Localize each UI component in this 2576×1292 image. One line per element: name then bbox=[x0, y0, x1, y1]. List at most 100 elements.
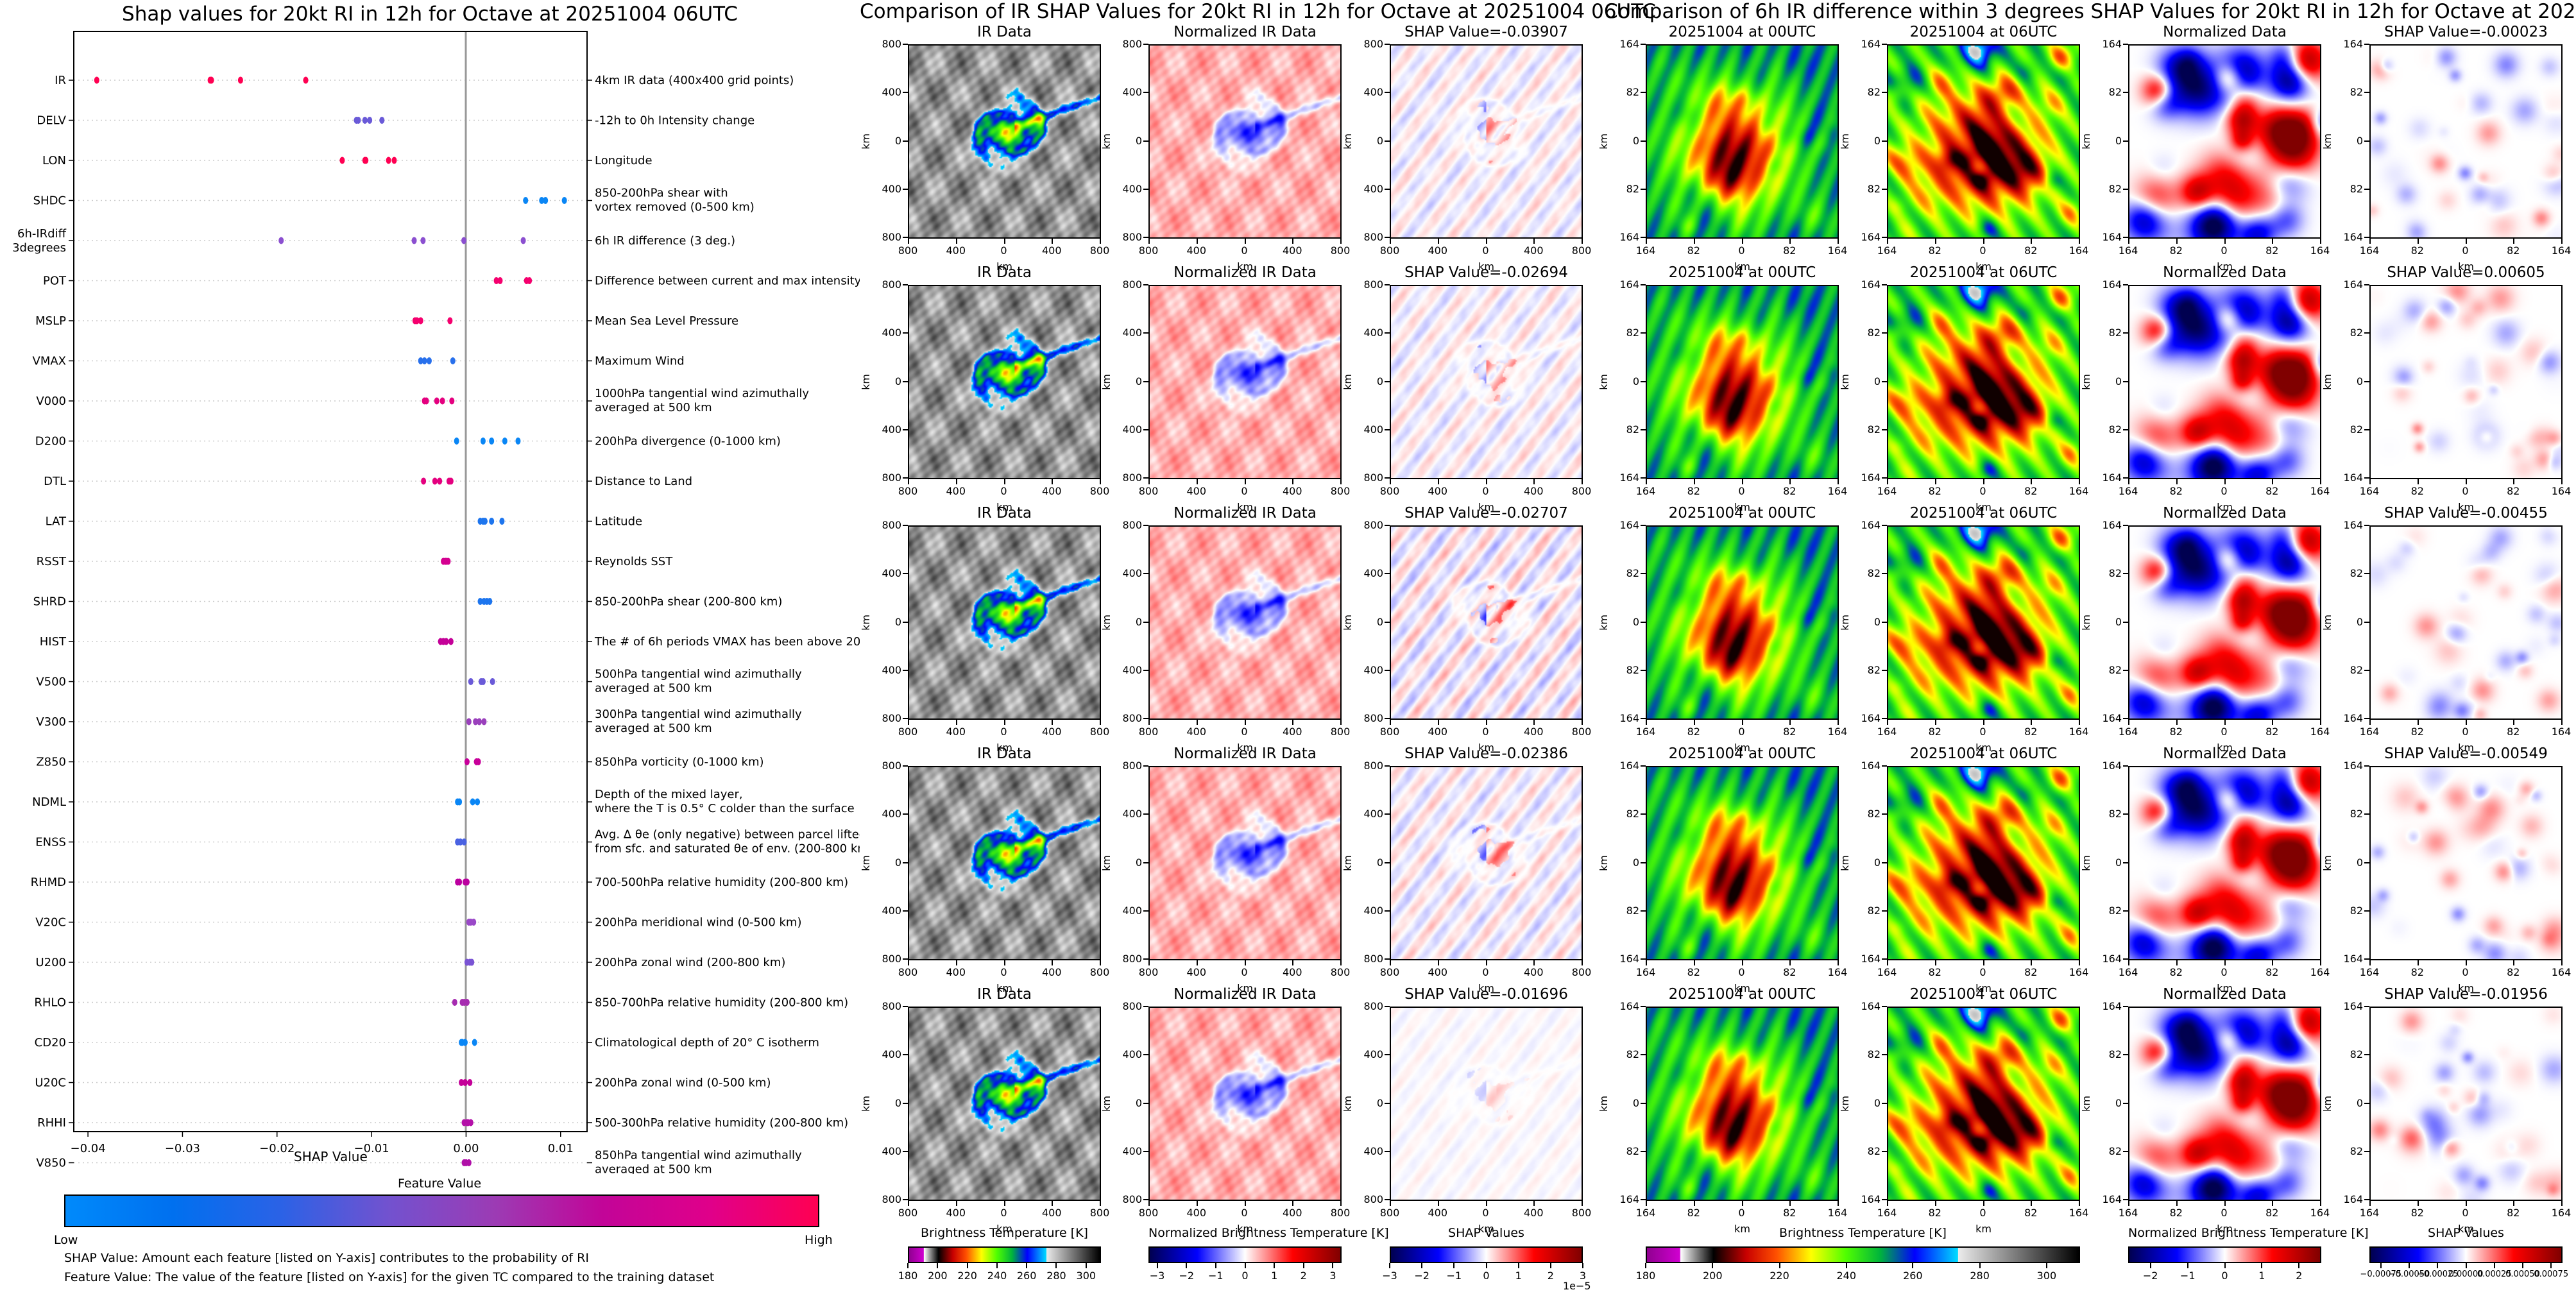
y-tick bbox=[1143, 525, 1148, 526]
colorbar-tick bbox=[1274, 1263, 1275, 1268]
y-tick bbox=[2123, 284, 2128, 285]
x-tick bbox=[955, 239, 957, 244]
y-tick-label: 164 bbox=[1861, 472, 1881, 484]
x-tick-label: 400 bbox=[946, 485, 966, 497]
y-tick bbox=[1641, 1054, 1646, 1056]
y-tick-label: 0 bbox=[1135, 1096, 1142, 1109]
x-tick bbox=[1983, 479, 1984, 484]
y-tick-label: 82 bbox=[1867, 1144, 1881, 1157]
x-tick-label: 164 bbox=[1635, 726, 1656, 738]
y-tick-label: 82 bbox=[2108, 1144, 2122, 1157]
x-tick-label: 0 bbox=[2462, 1207, 2469, 1219]
x-axis-label: km bbox=[996, 1223, 1012, 1235]
x-tick-label: 82 bbox=[2507, 244, 2520, 257]
x-tick-label: 164 bbox=[2551, 966, 2572, 978]
x-tick bbox=[1148, 479, 1150, 484]
x-tick bbox=[1003, 479, 1005, 484]
x-tick bbox=[2224, 1201, 2226, 1206]
x-axis-label: km bbox=[2458, 1223, 2474, 1235]
y-tick-label: 0 bbox=[2115, 134, 2122, 147]
heatmap-image bbox=[1150, 767, 1340, 959]
x-tick-label: 400 bbox=[1428, 726, 1448, 738]
y-tick-label: 164 bbox=[1861, 1193, 1881, 1205]
y-tick-label: 0 bbox=[894, 134, 901, 147]
y-tick bbox=[903, 621, 908, 623]
x-tick bbox=[2128, 239, 2129, 244]
colorbar-tick bbox=[1845, 1263, 1847, 1268]
x-tick bbox=[1838, 479, 1839, 484]
y-tick-label: 0 bbox=[1632, 1096, 1639, 1109]
y-tick-label: 800 bbox=[882, 760, 901, 772]
y-tick bbox=[1143, 765, 1148, 767]
y-tick bbox=[1385, 621, 1390, 623]
y-tick-label: 0 bbox=[1376, 615, 1383, 628]
feature-name-label: U200 bbox=[35, 956, 66, 969]
x-tick-label: 82 bbox=[1783, 1207, 1796, 1219]
shap-point bbox=[454, 438, 459, 445]
shap-point bbox=[426, 357, 432, 364]
y-tick bbox=[903, 332, 908, 334]
heatmap-image bbox=[2371, 46, 2561, 237]
shap-point bbox=[94, 76, 99, 84]
y-tick-label: 0 bbox=[2115, 1096, 2122, 1109]
y-tick bbox=[2364, 525, 2369, 526]
y-tick bbox=[1385, 44, 1390, 45]
x-axis-label: km bbox=[1478, 501, 1494, 513]
colorbar-title: Brightness Temperature [K] bbox=[1779, 1226, 1947, 1240]
heatmap-panel bbox=[1390, 44, 1583, 239]
y-tick-label: 164 bbox=[2102, 712, 2122, 724]
y-tick-label: 800 bbox=[1363, 1193, 1383, 1205]
y-tick bbox=[2123, 429, 2128, 430]
x-axis-label: km bbox=[1734, 982, 1750, 994]
feature-name-label: HIST bbox=[40, 635, 67, 649]
x-tick bbox=[908, 720, 909, 725]
panel-title: Normalized Data bbox=[2163, 505, 2287, 522]
x-tick bbox=[1582, 1201, 1583, 1206]
shap-point bbox=[493, 277, 499, 284]
panel-title: SHAP Value=-0.01956 bbox=[2384, 986, 2548, 1003]
x-tick bbox=[1244, 1201, 1246, 1206]
shap-point bbox=[468, 1119, 473, 1126]
x-tick bbox=[1148, 1201, 1150, 1206]
x-tick bbox=[2079, 1201, 2080, 1206]
x-tick-label: 800 bbox=[898, 244, 918, 257]
x-tick bbox=[2031, 479, 2033, 484]
panel-title: IR Data bbox=[977, 24, 1032, 40]
colorbar-tick-label: 0.00025 bbox=[2477, 1270, 2512, 1279]
x-tick bbox=[908, 960, 909, 965]
feature-name-label: V500 bbox=[36, 676, 66, 689]
y-tick bbox=[903, 1054, 908, 1056]
feature-description-label: Depth of the mixed layer, bbox=[595, 788, 743, 801]
x-tick-label: 82 bbox=[2024, 485, 2038, 497]
y-tick-label: 400 bbox=[1122, 182, 1142, 195]
y-tick-label: 164 bbox=[1619, 231, 1639, 243]
y-tick bbox=[903, 1150, 908, 1152]
colorbar-tick-label: 180 bbox=[1635, 1270, 1656, 1282]
x-tick-label: 164 bbox=[1877, 726, 1897, 738]
colorbar-title: SHAP Values bbox=[2428, 1226, 2504, 1240]
y-tick-label: 800 bbox=[882, 519, 901, 531]
feature-description-label: Latitude bbox=[595, 515, 642, 529]
y-tick-label: 0 bbox=[1873, 134, 1881, 147]
y-tick bbox=[1143, 477, 1148, 479]
feature-description-label: Maximum Wind bbox=[595, 355, 685, 368]
x-tick-label: 800 bbox=[1571, 966, 1592, 978]
y-tick bbox=[1385, 765, 1390, 767]
x-tick bbox=[1741, 960, 1743, 965]
y-tick-label: 164 bbox=[2343, 38, 2363, 50]
x-tick bbox=[1196, 960, 1198, 965]
x-tick-label: 164 bbox=[2068, 244, 2089, 257]
colorbar-tick-label: −1 bbox=[1446, 1270, 1462, 1282]
y-tick bbox=[2364, 862, 2369, 863]
y-tick-label: 400 bbox=[1363, 808, 1383, 820]
panel-title: SHAP Value=-0.00455 bbox=[2384, 505, 2548, 522]
x-tick bbox=[1533, 239, 1535, 244]
colorbar-tick bbox=[2493, 1263, 2495, 1268]
x-tick-label: 0 bbox=[1000, 244, 1007, 257]
heatmap-image bbox=[2129, 1008, 2320, 1200]
x-tick bbox=[2272, 720, 2274, 725]
colorbar-tick-label: −1 bbox=[2179, 1270, 2196, 1282]
x-tick-label: 800 bbox=[1089, 1207, 1110, 1219]
heatmap-panel bbox=[2369, 285, 2563, 479]
x-tick bbox=[1838, 960, 1839, 965]
